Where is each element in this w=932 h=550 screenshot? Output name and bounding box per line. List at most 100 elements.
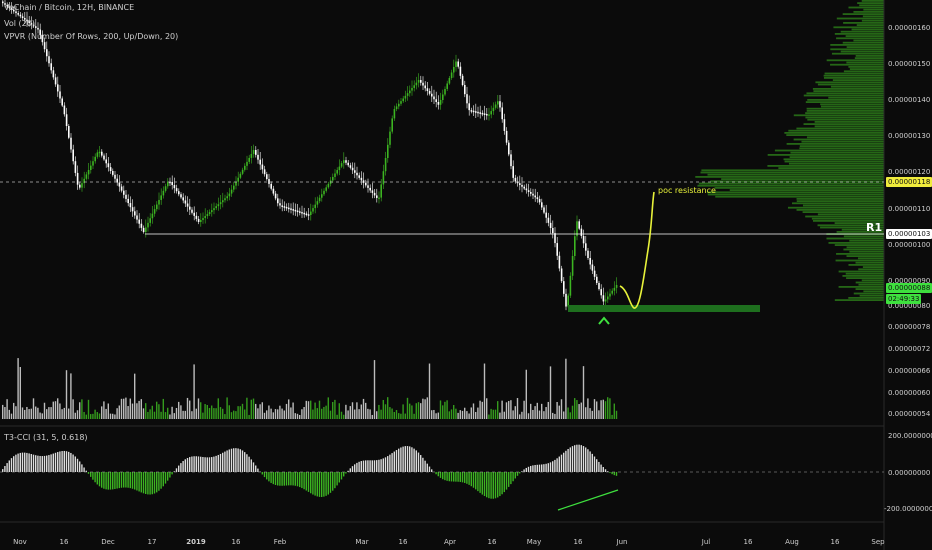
candle-body xyxy=(140,223,143,228)
volume-bar xyxy=(222,408,224,419)
cci-bar xyxy=(347,470,349,472)
volume-bar xyxy=(497,401,499,419)
vpvr-indicator-label[interactable]: VPVR (Number Of Rows, 200, Up/Down, 20) xyxy=(4,32,179,41)
cci-bar xyxy=(156,472,158,493)
vpvr-row xyxy=(698,182,884,185)
volume-bar xyxy=(565,358,567,419)
vpvr-row xyxy=(788,129,884,132)
cci-bar xyxy=(587,449,589,472)
volume-bar xyxy=(206,404,208,419)
candle-body xyxy=(470,110,473,112)
cci-bar xyxy=(466,472,468,484)
candle-body xyxy=(171,181,173,186)
cci-bar xyxy=(516,472,519,476)
vpvr-row xyxy=(812,88,884,90)
candle-body xyxy=(574,236,576,256)
candle-body xyxy=(116,178,118,183)
vpvr-row xyxy=(697,184,884,187)
candle-body xyxy=(404,95,407,99)
cci-bar xyxy=(189,457,191,472)
candle-body xyxy=(263,169,266,175)
candle-body xyxy=(510,154,512,167)
candle-body xyxy=(239,173,242,178)
vpvr-row xyxy=(853,11,884,13)
candle-body xyxy=(151,213,154,219)
volume-bar xyxy=(250,399,252,419)
candle-body xyxy=(268,179,270,184)
candle-body xyxy=(571,256,574,276)
candle-body xyxy=(134,211,136,216)
vpvr-row xyxy=(787,206,884,209)
cci-bar xyxy=(310,472,312,494)
cci-bar xyxy=(197,456,200,472)
candle-body xyxy=(376,195,378,198)
candle-body xyxy=(30,22,33,25)
candle-body xyxy=(523,186,525,189)
vpvr-row xyxy=(815,81,884,84)
vpvr-row xyxy=(840,30,884,33)
candle-body xyxy=(508,142,510,155)
cci-bar xyxy=(37,455,39,472)
volume-bar xyxy=(439,400,442,419)
cci-bar xyxy=(387,456,389,472)
volume-bar xyxy=(279,405,281,419)
candle-body xyxy=(125,194,127,199)
cci-bar xyxy=(523,469,525,472)
cci-bar xyxy=(186,458,189,472)
volume-bar xyxy=(464,407,466,419)
candle-body xyxy=(105,159,107,164)
cci-bar xyxy=(554,459,556,472)
vpvr-row xyxy=(836,37,884,40)
cci-bar xyxy=(46,455,48,472)
volume-bar xyxy=(455,408,457,419)
candle-body xyxy=(360,177,363,181)
cci-bar xyxy=(532,465,534,472)
vpvr-row xyxy=(832,79,884,81)
vpvr-row xyxy=(806,107,884,110)
vpvr-row xyxy=(812,220,884,222)
cci-bar xyxy=(457,472,459,482)
candle-body xyxy=(598,282,600,290)
vpvr-row xyxy=(855,288,884,290)
cci-bar xyxy=(149,472,151,495)
cci-bar xyxy=(481,472,483,495)
cci-bar xyxy=(549,462,552,472)
cci-bar xyxy=(72,454,74,472)
volume-bar xyxy=(477,407,479,419)
cci-bar xyxy=(54,452,57,472)
cci-bar xyxy=(237,448,239,472)
volume-indicator-label[interactable]: Vol (20) xyxy=(4,19,35,28)
volume-bar xyxy=(387,397,389,419)
cci-bar xyxy=(105,472,107,490)
volume-bar xyxy=(332,401,334,419)
vpvr-row xyxy=(858,268,884,271)
volume-bar xyxy=(475,411,477,419)
candle-body xyxy=(519,183,521,185)
volume-bar xyxy=(305,400,307,419)
candle-body xyxy=(26,19,28,22)
candle-body xyxy=(195,215,198,219)
candle-body xyxy=(431,93,433,97)
volume-bar xyxy=(301,409,303,419)
cci-bar xyxy=(184,459,186,472)
volume-bar xyxy=(17,358,19,419)
vpvr-row xyxy=(843,248,884,251)
candle-body xyxy=(501,107,503,120)
candle-body xyxy=(422,82,424,86)
cci-divergence-line xyxy=(557,489,619,511)
cci-indicator-label[interactable]: T3-CCI (31, 5, 0.618) xyxy=(4,433,88,442)
cci-bar xyxy=(107,472,109,490)
cci-bar xyxy=(384,457,387,472)
vpvr-row xyxy=(836,17,884,20)
vpvr-row xyxy=(814,121,884,123)
cci-bar xyxy=(556,458,558,472)
volume-bar xyxy=(147,411,149,419)
candle-body xyxy=(61,98,63,106)
volume-bar xyxy=(285,403,288,419)
cci-bar xyxy=(336,472,338,486)
volume-bar xyxy=(457,412,459,419)
price-axis-label: 0.00000090 xyxy=(888,277,931,285)
vpvr-row xyxy=(714,187,884,189)
vpvr-row xyxy=(843,22,884,24)
